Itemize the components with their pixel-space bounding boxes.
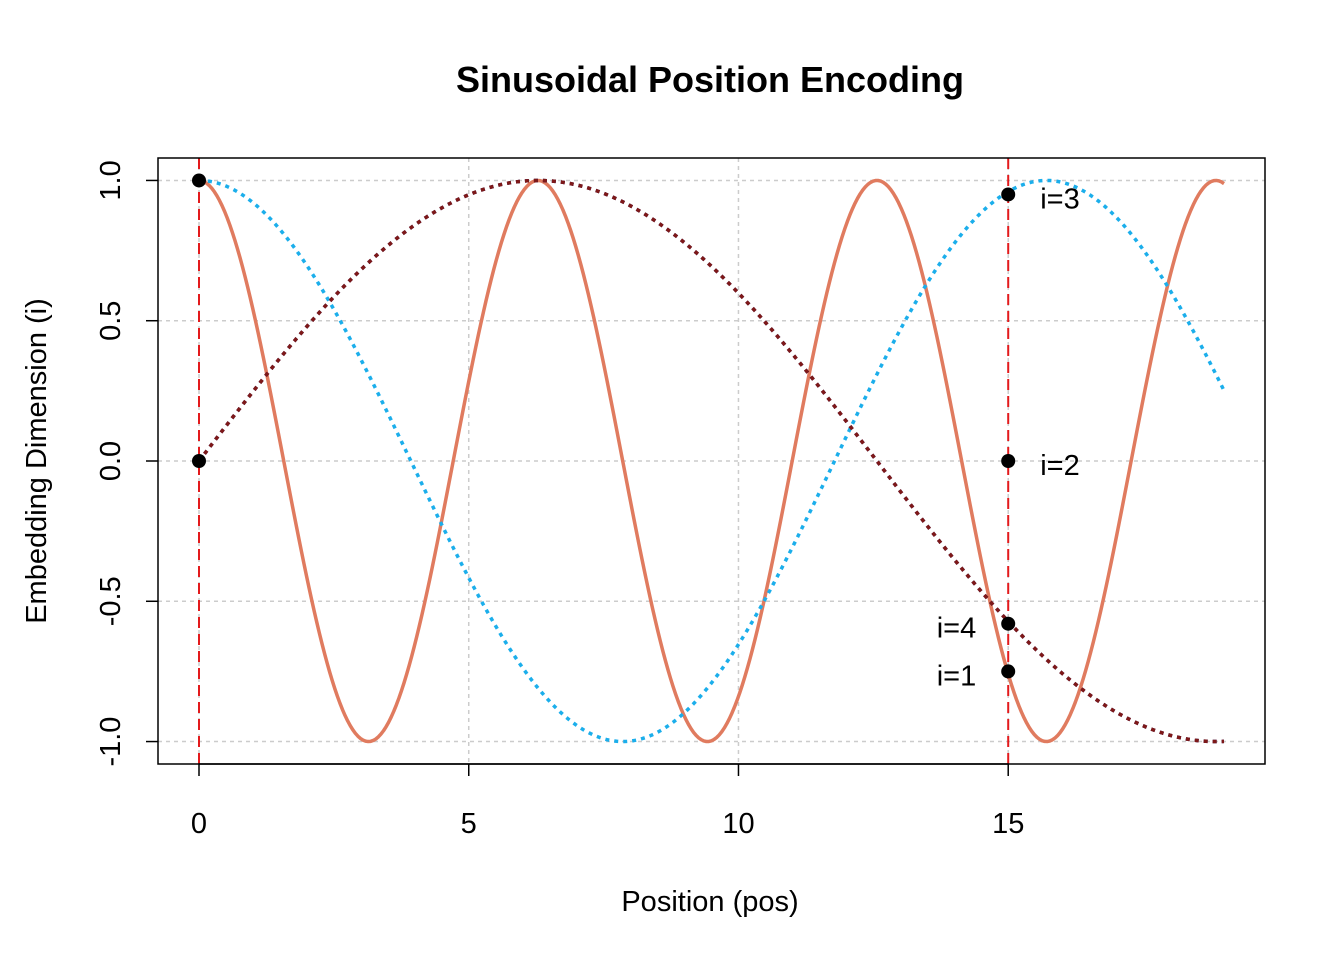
point-label: i=4 bbox=[937, 613, 977, 645]
point-label: i=1 bbox=[937, 660, 977, 692]
series-line-3 bbox=[198, 178, 1226, 744]
x-axis-label: Position (pos) bbox=[621, 886, 798, 918]
y-tick-label: -1.0 bbox=[95, 717, 127, 767]
point-label: i=2 bbox=[1040, 450, 1080, 482]
data-point bbox=[1001, 616, 1016, 631]
y-axis: -1.0 -0.5 0.0 0.5 1.0 bbox=[95, 160, 158, 767]
grid bbox=[158, 158, 1265, 764]
series-group bbox=[197, 178, 1226, 744]
y-tick-label: 0.0 bbox=[95, 441, 127, 481]
annotations-group: i=3 i=2 i=4 i=1 bbox=[937, 183, 1080, 692]
y-tick-label: -0.5 bbox=[95, 576, 127, 626]
x-tick-label: 0 bbox=[191, 808, 207, 840]
y-tick-label: 1.0 bbox=[95, 160, 127, 200]
chart-title: Sinusoidal Position Encoding bbox=[456, 59, 964, 100]
series-line-4 bbox=[197, 178, 1225, 744]
data-point bbox=[1001, 664, 1016, 679]
points-group bbox=[192, 173, 1016, 679]
data-point bbox=[1001, 187, 1016, 202]
x-tick-label: 5 bbox=[461, 808, 477, 840]
x-axis: 0 5 10 15 bbox=[191, 763, 1024, 840]
data-point bbox=[192, 454, 206, 468]
x-tick-label: 15 bbox=[992, 808, 1024, 840]
y-axis-label: Embedding Dimension (i) bbox=[21, 298, 53, 624]
x-tick-label: 10 bbox=[722, 808, 754, 840]
series-line-1 bbox=[198, 178, 1225, 744]
y-tick-label: 0.5 bbox=[95, 301, 127, 341]
point-label: i=3 bbox=[1040, 183, 1080, 215]
data-point bbox=[1001, 454, 1016, 468]
data-point bbox=[192, 173, 206, 188]
